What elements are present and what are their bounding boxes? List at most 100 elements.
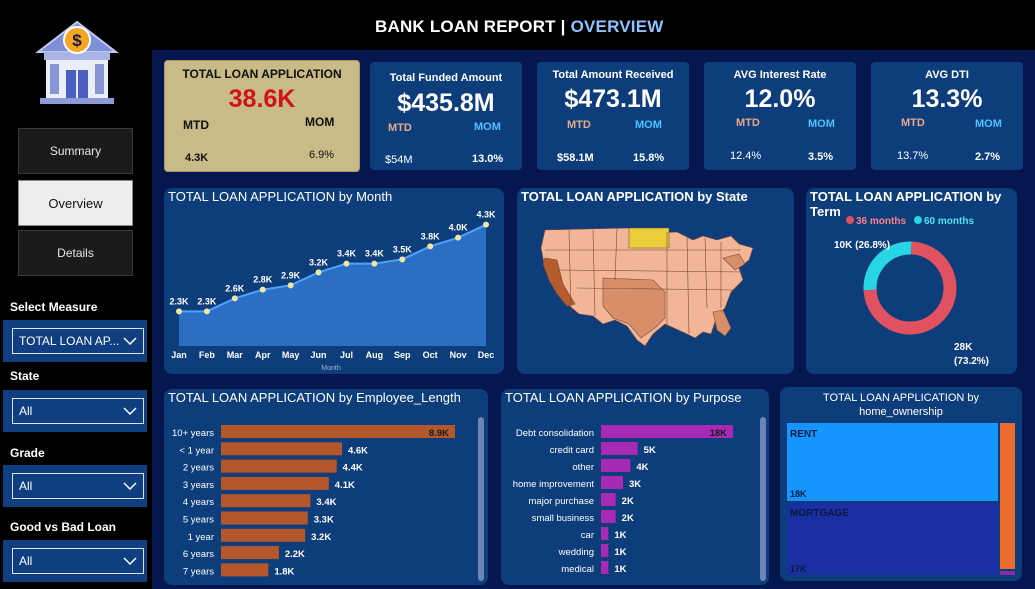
month-point[interactable] xyxy=(427,243,434,250)
purposeSvg-bar[interactable] xyxy=(601,476,623,489)
donut-slice-60-months[interactable] xyxy=(863,241,912,291)
kpi-total-loan-applications[interactable]: TOTAL LOAN APPLICATION 38.6K MTD MOM 4.3… xyxy=(164,60,360,172)
treemap-rent-label: RENT xyxy=(790,429,818,440)
month-point[interactable] xyxy=(343,260,350,267)
kpi-value: 13.3% xyxy=(911,85,983,113)
purposeSvg-bar[interactable] xyxy=(601,561,609,574)
nav-details-button[interactable]: Details xyxy=(18,230,133,276)
month-tick-label: Jul xyxy=(340,350,353,360)
purposeSvg-category-label: medical xyxy=(561,564,594,575)
kpi-value: $473.1M xyxy=(564,85,662,113)
loan-filter-box: All xyxy=(3,540,147,582)
us-state-map[interactable] xyxy=(517,188,794,374)
month-axis-title: Month xyxy=(321,365,341,372)
kpi-total-funded-amount[interactable]: Total Funded Amount $435.8M MTD MOM $54M… xyxy=(370,62,522,170)
kpi-mtd-value: $54M xyxy=(385,154,413,166)
purpose-chart-title: TOTAL LOAN APPLICATION by Purpose xyxy=(505,390,742,405)
treemap-rent-value: 18K xyxy=(790,489,807,499)
loan-dropdown-value: All xyxy=(19,554,33,568)
state-map-panel[interactable]: TOTAL LOAN APPLICATION by State xyxy=(517,188,794,374)
chevron-down-icon xyxy=(123,337,137,345)
empSvg-value-label: 3.3K xyxy=(314,515,334,526)
empSvg-bar[interactable] xyxy=(221,511,308,525)
purposeSvg-bar[interactable] xyxy=(601,459,631,472)
purpose-chart-panel[interactable]: TOTAL LOAN APPLICATION by Purpose Debt c… xyxy=(501,389,769,585)
home-chart-panel[interactable]: TOTAL LOAN APPLICATION by home_ownership… xyxy=(780,387,1022,581)
empSvg-bar[interactable] xyxy=(221,425,455,438)
month-point[interactable] xyxy=(259,286,266,293)
nav-summary-button[interactable]: Summary xyxy=(18,128,133,174)
purposeSvg-bar[interactable] xyxy=(601,510,616,523)
month-point[interactable] xyxy=(371,260,378,267)
empSvg-bar[interactable] xyxy=(221,528,306,542)
empSvg-bar[interactable] xyxy=(221,494,311,508)
emp-chart-panel[interactable]: TOTAL LOAN APPLICATION by Employee_Lengt… xyxy=(164,389,488,585)
purposeSvg-value-label: 2K xyxy=(622,496,634,507)
empSvg-bar[interactable] xyxy=(221,459,337,473)
month-point[interactable] xyxy=(483,221,489,228)
measure-dropdown[interactable]: TOTAL LOAN AP... xyxy=(12,328,144,354)
kpi-mtd-label: MTD xyxy=(901,117,925,129)
empSvg-category-label: 4 years xyxy=(183,497,214,508)
month-point[interactable] xyxy=(287,282,294,289)
kpi-avg-interest-rate[interactable]: AVG Interest Rate 12.0% MTD MOM 12.4% 3.… xyxy=(704,62,856,170)
state-dropdown[interactable]: All xyxy=(12,398,144,424)
state-california[interactable] xyxy=(542,257,576,307)
month-chart-panel[interactable]: TOTAL LOAN APPLICATION by Month 2.3K Jan 2… xyxy=(164,188,504,374)
legend-36-label[interactable]: 36 months xyxy=(856,216,906,227)
grade-dropdown[interactable]: All xyxy=(12,473,144,499)
loan-dropdown[interactable]: All xyxy=(12,548,144,574)
kpi-mom-label: MOM xyxy=(474,121,501,133)
purposeSvg-category-label: wedding xyxy=(558,547,594,558)
month-point[interactable] xyxy=(231,295,238,302)
empSvg-category-label: 3 years xyxy=(183,480,214,491)
donut-slice-36-months[interactable] xyxy=(863,241,957,335)
month-point[interactable] xyxy=(455,234,462,241)
month-point[interactable] xyxy=(399,256,406,263)
month-data-label: 3.4K xyxy=(337,249,357,259)
nav-overview-button[interactable]: Overview xyxy=(18,180,133,226)
purposeSvg-bar[interactable] xyxy=(601,544,609,557)
kpi-title: Total Funded Amount xyxy=(389,72,503,84)
month-data-label: 3.4K xyxy=(365,249,385,259)
kpi-value: 12.0% xyxy=(744,85,816,113)
treemap-none[interactable] xyxy=(999,570,1016,576)
purposeSvg-bar[interactable] xyxy=(601,442,638,455)
purposeSvg-bar[interactable] xyxy=(601,493,616,506)
state-florida[interactable] xyxy=(712,309,732,337)
kpi-mom-label: MOM xyxy=(975,118,1002,130)
month-point[interactable] xyxy=(176,308,182,315)
purpose-chart-scrollbar[interactable] xyxy=(760,417,766,581)
month-point[interactable] xyxy=(315,269,322,276)
empSvg-bar[interactable] xyxy=(221,476,329,490)
purposeSvg-category-label: major purchase xyxy=(529,496,594,507)
donut-label-36-pct: (73.2%) xyxy=(954,356,989,367)
kpi-avg-dti[interactable]: AVG DTI 13.3% MTD MOM 13.7% 2.7% xyxy=(871,62,1023,170)
term-chart-panel[interactable]: TOTAL LOAN APPLICATION by Term 36 months… xyxy=(806,188,1017,374)
kpi-total-amount-received[interactable]: Total Amount Received $473.1M MTD MOM $5… xyxy=(537,62,689,170)
empSvg-category-label: < 1 year xyxy=(179,445,214,456)
month-point[interactable] xyxy=(203,308,210,315)
purposeSvg-value-label: 18K xyxy=(710,428,728,439)
kpi-mtd-value: 4.3K xyxy=(185,152,209,164)
purposeSvg-bar[interactable] xyxy=(601,425,733,438)
emp-chart-scrollbar[interactable] xyxy=(478,417,484,581)
empSvg-bar[interactable] xyxy=(221,546,279,560)
purposeSvg-bar[interactable] xyxy=(601,527,609,540)
kpi-title: Total Amount Received xyxy=(552,69,674,81)
empSvg-value-label: 3.4K xyxy=(316,497,336,508)
state-texas[interactable] xyxy=(602,277,666,339)
treemap-rent[interactable]: RENT 18K xyxy=(786,422,999,502)
treemap-mortgage[interactable]: MORTGAGE 17K xyxy=(786,502,999,576)
empSvg-value-label: 1.8K xyxy=(274,566,294,577)
treemap-other[interactable] xyxy=(999,422,1016,570)
purposeSvg-category-label: home improvement xyxy=(513,479,595,490)
empSvg-bar[interactable] xyxy=(221,563,269,577)
month-tick-label: Jun xyxy=(311,350,327,360)
state-new-york[interactable] xyxy=(722,253,746,271)
purposeSvg-category-label: small business xyxy=(532,513,595,524)
kpi-mtd-value: $58.1M xyxy=(557,152,594,164)
empSvg-bar[interactable] xyxy=(221,442,342,456)
legend-60-label[interactable]: 60 months xyxy=(924,216,974,227)
state-north-dakota[interactable] xyxy=(628,227,670,249)
